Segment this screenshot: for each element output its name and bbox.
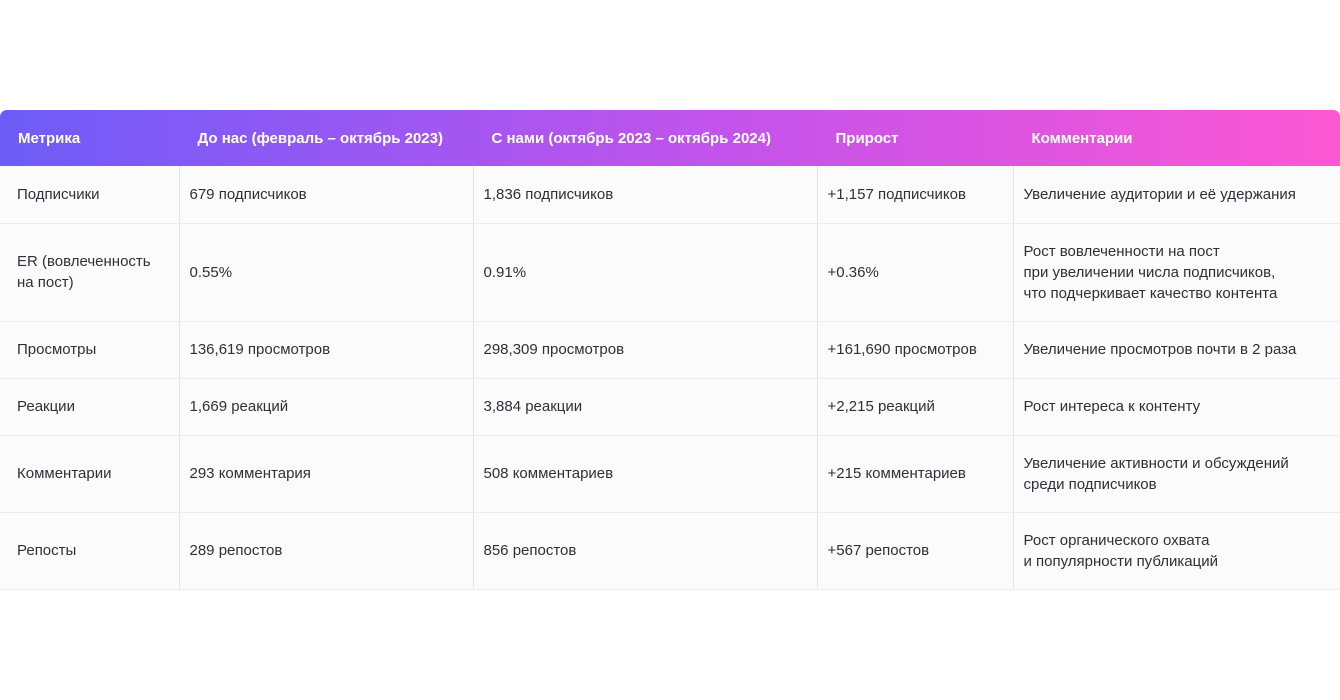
metrics-table: Метрика До нас (февраль – октябрь 2023) … — [0, 110, 1340, 590]
table-row-reactions: Реакции 1,669 реакций 3,884 реакции +2,2… — [0, 378, 1340, 436]
cell-growth: +0.36% — [817, 223, 1014, 322]
cell-comment: Увеличение аудитории и её удержания — [1013, 166, 1340, 224]
cell-before: 293 комментария — [179, 435, 474, 513]
cell-before: 136,619 просмотров — [179, 321, 474, 379]
cell-growth: +1,157 подписчиков — [817, 166, 1014, 224]
cell-comment: Рост интереса к контенту — [1013, 378, 1340, 436]
cell-metric: Реакции — [0, 378, 180, 436]
header-before: До нас (февраль – октябрь 2023) — [179, 110, 474, 166]
cell-comment: Рост органического охвата и популярности… — [1013, 512, 1340, 590]
table-row-er: ER (вовлеченность на пост) 0.55% 0.91% +… — [0, 223, 1340, 322]
header-growth: Прирост — [817, 110, 1014, 166]
cell-metric: Репосты — [0, 512, 180, 590]
cell-with-us: 856 репостов — [473, 512, 818, 590]
table-row-views: Просмотры 136,619 просмотров 298,309 про… — [0, 321, 1340, 379]
cell-metric: Комментарии — [0, 435, 180, 513]
cell-with-us: 3,884 реакции — [473, 378, 818, 436]
cell-before: 679 подписчиков — [179, 166, 474, 224]
header-metric: Метрика — [0, 110, 180, 166]
cell-growth: +567 репостов — [817, 512, 1014, 590]
cell-with-us: 508 комментариев — [473, 435, 818, 513]
header-comments: Комментарии — [1031, 129, 1133, 147]
metrics-table-container: Метрика До нас (февраль – октябрь 2023) … — [0, 110, 1340, 590]
cell-with-us: 0.91% — [473, 223, 818, 322]
cell-before: 0.55% — [179, 223, 474, 322]
table-body: Подписчики 679 подписчиков 1,836 подписч… — [0, 166, 1340, 590]
cell-metric: ER (вовлеченность на пост) — [0, 223, 180, 322]
cell-with-us: 298,309 просмотров — [473, 321, 818, 379]
cell-metric: Просмотры — [0, 321, 180, 379]
table-row-comments: Комментарии 293 комментария 508 коммента… — [0, 435, 1340, 513]
cell-metric: Подписчики — [0, 166, 180, 224]
cell-comment: Увеличение просмотров почти в 2 раза — [1013, 321, 1340, 379]
cell-growth: +215 комментариев — [817, 435, 1014, 513]
table-header: Метрика До нас (февраль – октябрь 2023) … — [0, 110, 1340, 166]
cell-growth: +2,215 реакций — [817, 378, 1014, 436]
cell-growth: +161,690 просмотров — [817, 321, 1014, 379]
cell-with-us: 1,836 подписчиков — [473, 166, 818, 224]
cell-before: 1,669 реакций — [179, 378, 474, 436]
cell-before: 289 репостов — [179, 512, 474, 590]
table-row-subscribers: Подписчики 679 подписчиков 1,836 подписч… — [0, 166, 1340, 224]
table-row-reposts: Репосты 289 репостов 856 репостов +567 р… — [0, 512, 1340, 590]
cell-comment: Рост вовлеченности на пост при увеличени… — [1013, 223, 1340, 322]
cell-comment: Увеличение активности и обсуждений среди… — [1013, 435, 1340, 513]
header-with-us: С нами (октябрь 2023 – октябрь 2024) — [473, 110, 818, 166]
